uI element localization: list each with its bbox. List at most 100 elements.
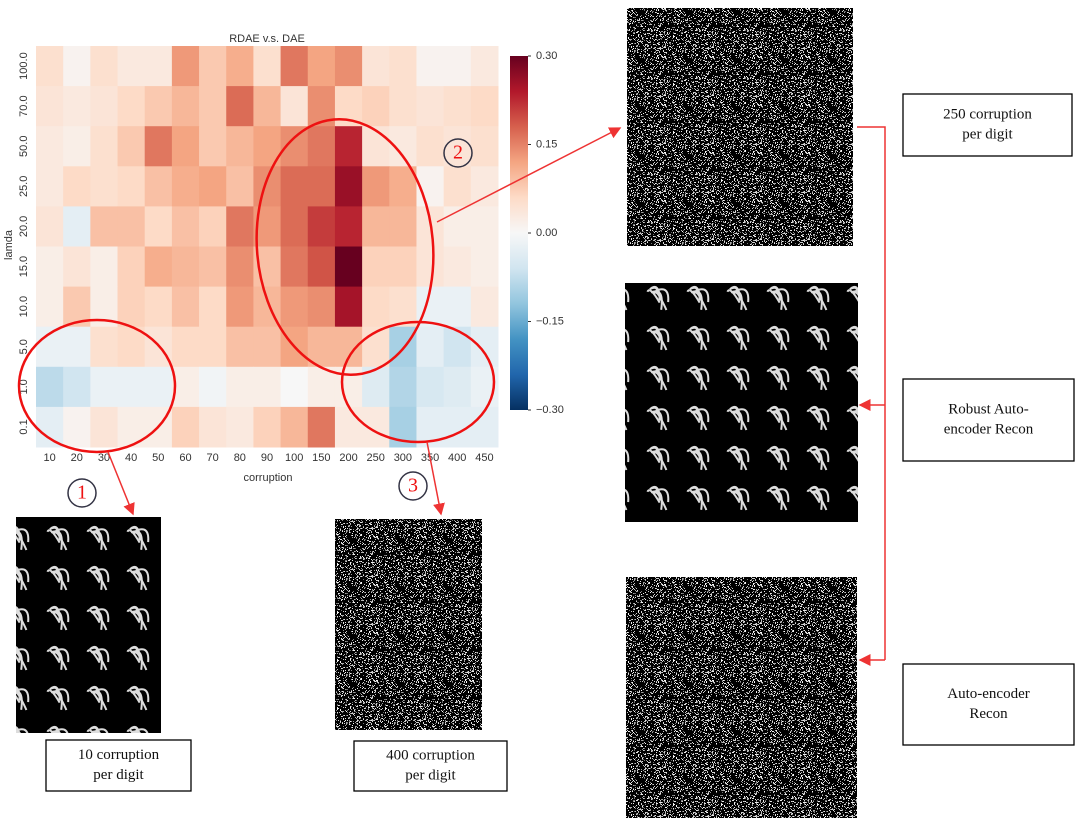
heat-cell [253, 166, 282, 207]
digit-image [625, 283, 858, 522]
x-tick-label: 400 [448, 452, 466, 464]
heat-cell [280, 166, 309, 207]
y-axis-label: lamda [3, 229, 15, 260]
label-box [902, 93, 1073, 157]
heat-cell [416, 246, 445, 288]
heat-cell [226, 406, 254, 448]
heat-cell [443, 126, 472, 167]
heat-cell [362, 206, 390, 247]
x-tick-label: 70 [207, 452, 219, 464]
heat-cell [307, 406, 336, 448]
heat-cell [334, 166, 363, 207]
digit-images [16, 8, 858, 818]
heat-cell [90, 86, 119, 127]
arrow [436, 127, 622, 223]
x-axis-label: corruption [244, 472, 293, 484]
marker-label: 3 [408, 475, 418, 497]
marker-circle [67, 478, 97, 508]
heat-cell [36, 286, 64, 328]
y-tick-label: 0.1 [18, 419, 30, 434]
markers: 1 2 3 [67, 138, 473, 508]
heat-cell [90, 326, 119, 368]
heat-cell [307, 246, 336, 288]
heat-cell [117, 166, 146, 207]
heat-cell [90, 406, 119, 448]
label-box [902, 663, 1075, 746]
heat-cell [389, 46, 417, 87]
heat-cell [416, 86, 445, 127]
heat-cell [63, 366, 91, 408]
heat-cell [226, 46, 254, 87]
heat-cell [443, 46, 472, 87]
x-tick-label: 60 [179, 452, 191, 464]
label-text: encoder Recon [944, 421, 1034, 437]
heat-cell [253, 366, 282, 408]
heat-cell [470, 406, 499, 448]
highlights [17, 118, 496, 454]
heat-cell [36, 126, 64, 167]
x-tick-label: 80 [234, 452, 246, 464]
heat-cell [144, 46, 173, 87]
y-tick-label: 100.0 [18, 52, 30, 80]
x-tick-label: 20 [71, 452, 83, 464]
heat-cell [470, 46, 499, 87]
heat-cell [199, 206, 227, 247]
marker-label: 1 [77, 482, 87, 504]
heat-cell [171, 246, 200, 288]
x-tick-label: 200 [339, 452, 357, 464]
heat-cell [199, 286, 227, 328]
x-tick-label: 30 [98, 452, 110, 464]
heat-cell [199, 366, 227, 408]
x-tick-label: 450 [475, 452, 493, 464]
heat-cell [253, 326, 282, 368]
labels: 10 corruption per digit 400 corruption per … [45, 93, 1075, 792]
heat-cell [36, 166, 64, 207]
heat-cell [280, 206, 309, 247]
y-tick-label: 20.0 [18, 216, 30, 237]
heat-cell [144, 206, 173, 247]
heat-cell [470, 166, 499, 207]
y-tick-label: 15.0 [18, 256, 30, 277]
heat-cell [90, 46, 119, 87]
x-tick-label: 10 [43, 452, 55, 464]
colorbar-tick-label: 0.00 [536, 227, 557, 239]
heat-cell [226, 246, 254, 288]
heat-cell [144, 86, 173, 127]
colorbar-tick-label: 0.15 [536, 138, 557, 150]
heat-cell [253, 46, 282, 87]
heat-cell [307, 126, 336, 167]
heat-cell [226, 126, 254, 167]
heat-cell [117, 366, 146, 408]
heat-cell [334, 46, 363, 87]
label-text: Recon [969, 706, 1008, 722]
heat-cell [36, 366, 64, 408]
heat-cell [63, 326, 91, 368]
heat-cell [416, 126, 445, 167]
heat-cell [334, 206, 363, 247]
heat-cell [199, 326, 227, 368]
heat-cell [171, 366, 200, 408]
heat-cell [63, 246, 91, 288]
heat-cell [307, 366, 336, 408]
label-text: 400 corruption [386, 747, 475, 763]
y-tick-label: 5.0 [18, 339, 30, 354]
highlight-ellipse [255, 118, 435, 376]
colorbar-tick-label: −0.15 [536, 315, 564, 327]
digit-image [335, 519, 482, 730]
y-tick-label: 1.0 [18, 379, 30, 394]
heat-cell [117, 46, 146, 87]
digit-image [16, 517, 161, 733]
heat-cell [226, 206, 254, 247]
heat-cell [280, 86, 309, 127]
heat-cell [199, 46, 227, 87]
heat-cell [171, 326, 200, 368]
label-text: per digit [962, 126, 1013, 142]
heat-cell [362, 86, 390, 127]
heat-cell [199, 406, 227, 448]
heat-cell [226, 166, 254, 207]
chart-title: RDAE v.s. DAE [229, 33, 305, 45]
heat-cell [307, 166, 336, 207]
heat-cell [334, 326, 363, 368]
heat-cell [90, 246, 119, 288]
